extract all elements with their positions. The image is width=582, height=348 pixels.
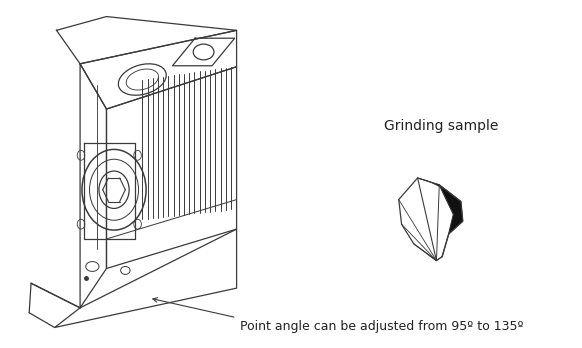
Text: Point angle can be adjusted from 95º to 135º: Point angle can be adjusted from 95º to … <box>240 319 524 333</box>
Text: Grinding sample: Grinding sample <box>384 119 498 133</box>
Polygon shape <box>439 185 463 234</box>
Polygon shape <box>418 178 461 201</box>
